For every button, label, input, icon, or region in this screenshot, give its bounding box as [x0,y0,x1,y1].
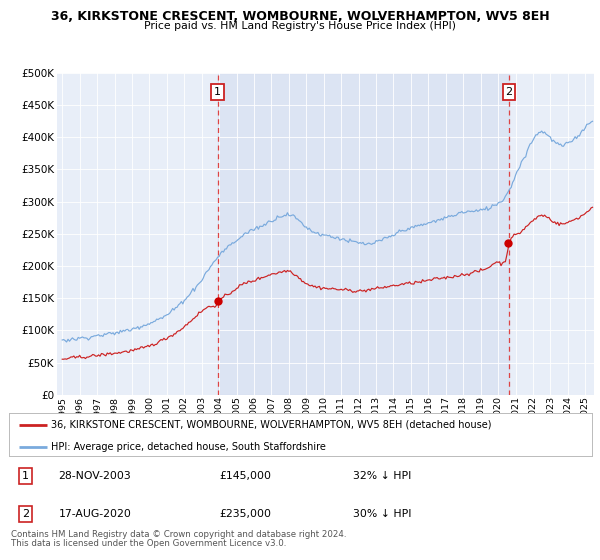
Text: 17-AUG-2020: 17-AUG-2020 [59,510,131,519]
Text: 1: 1 [214,87,221,97]
Text: 1: 1 [22,471,29,481]
Text: 30% ↓ HPI: 30% ↓ HPI [353,510,412,519]
Text: HPI: Average price, detached house, South Staffordshire: HPI: Average price, detached house, Sout… [51,442,326,452]
Text: 28-NOV-2003: 28-NOV-2003 [59,471,131,481]
Bar [218,73,509,395]
Text: This data is licensed under the Open Government Licence v3.0.: This data is licensed under the Open Gov… [11,539,286,548]
Text: 32% ↓ HPI: 32% ↓ HPI [353,471,412,481]
Text: £145,000: £145,000 [219,471,271,481]
Text: 2: 2 [22,510,29,519]
Text: 2: 2 [505,87,512,97]
Text: 36, KIRKSTONE CRESCENT, WOMBOURNE, WOLVERHAMPTON, WV5 8EH: 36, KIRKSTONE CRESCENT, WOMBOURNE, WOLVE… [50,10,550,23]
Text: 36, KIRKSTONE CRESCENT, WOMBOURNE, WOLVERHAMPTON, WV5 8EH (detached house): 36, KIRKSTONE CRESCENT, WOMBOURNE, WOLVE… [51,420,491,430]
Text: Contains HM Land Registry data © Crown copyright and database right 2024.: Contains HM Land Registry data © Crown c… [11,530,346,539]
Text: £235,000: £235,000 [219,510,271,519]
Text: Price paid vs. HM Land Registry's House Price Index (HPI): Price paid vs. HM Land Registry's House … [144,21,456,31]
